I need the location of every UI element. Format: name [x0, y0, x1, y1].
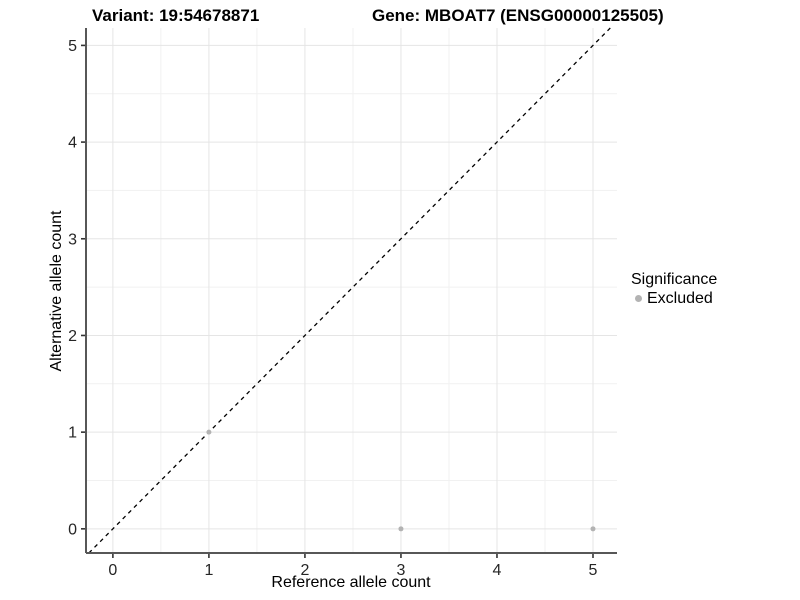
- data-point: [590, 526, 596, 532]
- legend-entry-excluded: Excluded: [631, 289, 717, 308]
- x-tick-label: 2: [300, 562, 309, 579]
- x-tick-label: 4: [493, 562, 502, 579]
- legend: Significance Excluded: [631, 270, 717, 308]
- legend-title: Significance: [631, 271, 718, 288]
- x-axis-title: Reference allele count: [271, 574, 431, 591]
- x-tick-label: 5: [589, 562, 598, 579]
- y-axis-title: Alternative allele count: [48, 210, 65, 372]
- y-tick-label: 5: [68, 38, 77, 55]
- x-tick-label: 1: [204, 562, 213, 579]
- legend-point-icon: [635, 295, 642, 302]
- y-tick-label: 2: [68, 328, 77, 345]
- legend-entry-label: Excluded: [647, 290, 713, 307]
- plot-title-variant: Variant: 19:54678871: [92, 6, 260, 25]
- x-tick-label: 3: [396, 562, 405, 579]
- y-tick-label: 1: [68, 425, 77, 442]
- data-point: [398, 526, 404, 532]
- y-tick-label: 3: [68, 231, 77, 248]
- identity-line: [88, 27, 611, 554]
- y-tick-label: 4: [68, 135, 77, 152]
- plot-title-gene: Gene: MBOAT7 (ENSG00000125505): [372, 6, 664, 25]
- data-point: [206, 429, 212, 435]
- x-tick-label: 0: [108, 562, 117, 579]
- y-tick-label: 0: [68, 521, 77, 538]
